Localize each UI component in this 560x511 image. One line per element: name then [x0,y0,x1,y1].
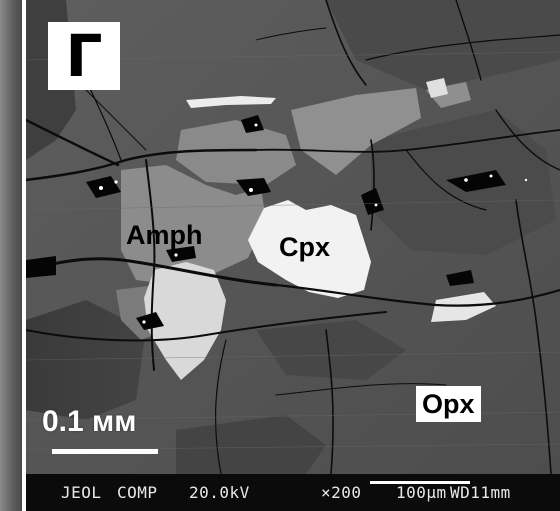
sem-mode: COMP [117,483,158,502]
sem-scale: 100μm [396,483,447,502]
panel-letter-badge: Г [48,22,120,90]
sem-scale-bar [370,481,470,484]
panel-divider [22,0,26,511]
label-opx: Opx [416,386,481,422]
sem-voltage: 20.0kV [189,483,250,502]
panel-letter: Г [65,22,103,90]
sem-working-distance: WD11mm [450,483,511,502]
label-amph: Amph [126,220,203,250]
sem-instrument: JEOL [61,483,102,502]
adjacent-panel-edge [0,0,22,511]
scale-bar [52,449,158,454]
sem-info-bar: JEOL COMP 20.0kV ×200 100μm WD11mm [26,474,560,511]
label-cpx: Cpx [279,232,331,262]
sem-magnification: ×200 [321,483,362,502]
scale-bar-label: 0.1 мм [42,405,137,438]
